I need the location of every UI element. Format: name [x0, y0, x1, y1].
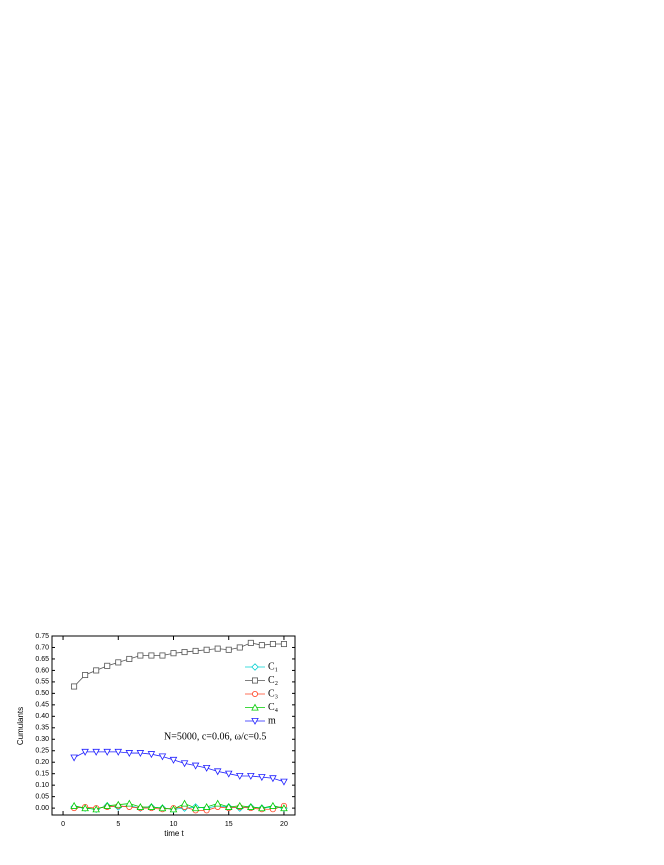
marker	[236, 644, 243, 651]
y-tick-label: 0.75	[35, 633, 49, 640]
marker	[158, 804, 167, 812]
marker	[93, 667, 100, 674]
marker	[136, 803, 145, 810]
marker	[180, 799, 189, 807]
marker	[203, 646, 210, 653]
y-tick-label: 0.00	[35, 805, 49, 812]
marker	[247, 803, 255, 810]
y-tick-label: 0.50	[35, 690, 49, 697]
marker	[258, 804, 266, 812]
marker	[269, 775, 277, 783]
x-tick-label: 10	[170, 821, 178, 828]
y-tick-label: 0.10	[35, 782, 49, 789]
marker	[247, 772, 255, 780]
marker	[104, 662, 111, 669]
marker	[125, 750, 134, 757]
marker	[92, 748, 100, 756]
y-tick-label: 0.70	[35, 644, 49, 651]
marker	[258, 774, 266, 782]
marker	[235, 801, 244, 809]
y-tick-label: 0.45	[35, 702, 49, 709]
marker	[103, 748, 112, 756]
x-axis-label: time t	[164, 829, 184, 838]
marker	[269, 801, 277, 809]
marker	[125, 799, 134, 807]
marker	[148, 652, 155, 659]
y-tick-label: 0.30	[35, 736, 49, 743]
marker	[115, 659, 122, 666]
legend-label: C₄	[268, 702, 279, 713]
y-tick-label: 0.35	[35, 725, 49, 732]
marker	[82, 672, 89, 679]
y-tick-label: 0.65	[35, 656, 49, 663]
marker	[114, 748, 123, 756]
x-tick-label: 20	[280, 821, 288, 828]
y-tick-label: 0.20	[35, 759, 49, 766]
marker	[224, 803, 233, 810]
marker	[224, 770, 233, 778]
marker	[169, 756, 178, 764]
x-tick-label: 5	[116, 821, 120, 828]
marker	[126, 655, 133, 662]
marker	[70, 801, 78, 809]
marker	[191, 804, 200, 812]
marker	[202, 764, 211, 772]
marker	[136, 750, 145, 757]
marker	[247, 639, 254, 646]
x-tick-label: 15	[225, 821, 233, 828]
legend-label: m	[268, 715, 276, 726]
marker	[137, 652, 144, 659]
marker	[158, 753, 167, 761]
y-tick-label: 0.60	[35, 667, 49, 674]
marker	[280, 804, 288, 812]
marker	[147, 751, 156, 759]
y-tick-label: 0.15	[35, 771, 49, 778]
legend-label: C₃	[268, 688, 278, 699]
marker	[269, 641, 276, 648]
legend-label: C₁	[268, 661, 278, 672]
marker	[191, 762, 200, 770]
y-tick-label: 0.55	[35, 679, 49, 686]
marker	[71, 683, 78, 690]
series-line	[73, 751, 285, 783]
marker	[181, 649, 188, 656]
marker	[147, 803, 156, 810]
y-tick-label: 0.25	[35, 748, 49, 755]
y-tick-label: 0.40	[35, 713, 49, 720]
marker	[280, 778, 288, 786]
marker	[225, 646, 232, 653]
plot-frame	[51, 635, 296, 816]
x-tick-label: 0	[61, 821, 65, 828]
marker	[251, 718, 259, 725]
marker	[70, 754, 78, 762]
marker	[202, 803, 211, 810]
marker	[251, 691, 258, 698]
marker	[92, 805, 100, 813]
marker	[213, 799, 222, 807]
marker	[81, 804, 89, 812]
marker	[159, 652, 166, 659]
marker	[169, 805, 178, 813]
marker	[81, 748, 89, 756]
annotation: N=5000, c=0.06, ω/c=0.5	[164, 731, 266, 742]
marker	[170, 650, 177, 657]
marker	[280, 641, 287, 648]
y-axis-label: Cumulants	[16, 707, 25, 745]
marker	[251, 663, 259, 671]
marker	[258, 642, 265, 649]
marker	[251, 703, 259, 711]
marker	[180, 760, 189, 768]
marker	[114, 800, 123, 808]
legend-label: C₂	[268, 675, 278, 686]
marker	[103, 801, 112, 809]
marker	[235, 772, 244, 780]
marker	[214, 645, 221, 652]
marker	[213, 768, 222, 776]
marker	[192, 647, 199, 654]
marker	[251, 677, 258, 684]
y-tick-label: 0.05	[35, 793, 49, 800]
